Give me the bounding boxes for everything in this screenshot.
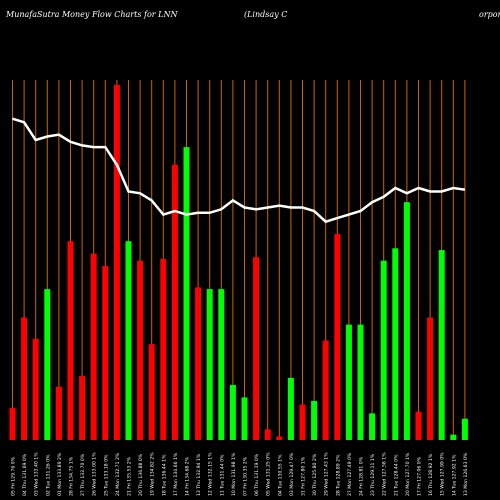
x-tick-label: 11 Tue 131.44 0% <box>219 454 225 496</box>
x-tick-label: 03 Mon 129.47 0% <box>289 452 295 496</box>
x-tick-label: 17 Fri 127.06 0% <box>417 456 423 496</box>
x-tick-label: 31 Fri 127.80 1% <box>301 456 307 496</box>
x-tick-label: 29 Wed 127.43 1% <box>324 452 330 496</box>
bar <box>137 260 144 440</box>
x-tick-label: 28 Fri 134.75 1% <box>69 456 75 496</box>
bar <box>113 85 120 440</box>
x-tick-label: 19 Wed 134.82 2% <box>150 452 156 496</box>
bar <box>380 260 387 440</box>
x-tick-label: 14 Fri 134.68 2% <box>185 456 191 496</box>
x-tick-label: 05 Wed 131.25 0% <box>266 452 272 496</box>
bar <box>67 241 74 440</box>
bar <box>438 250 445 440</box>
x-tick-label: 03 Wed 133.40 1% <box>34 452 40 496</box>
x-tick-label: 13 Mon 126.63 0% <box>463 452 469 496</box>
bar <box>450 434 457 440</box>
x-tick-label: 23 Thu 129.11 1% <box>370 453 376 496</box>
x-tick-label: 16 Thu 128.92 1% <box>428 453 434 496</box>
x-tick-label: 24 Mon 132.71 2% <box>115 452 121 496</box>
bar <box>415 411 422 440</box>
bar <box>229 384 236 440</box>
bar <box>79 376 86 440</box>
x-tick-label: 20 Mon 127.70 1% <box>405 452 411 496</box>
x-tick-label: 04 Thu 131.69 0% <box>22 453 28 496</box>
bar <box>183 147 190 440</box>
money-flow-line <box>12 117 466 224</box>
bar <box>125 241 132 440</box>
chart-title-company: (Lindsay C <box>244 10 288 19</box>
x-tick-label: 14 Tue 127.92 1% <box>451 454 457 496</box>
x-tick-label: 22 Wed 127.58 1% <box>382 452 388 496</box>
x-tick-label: 27 Thu 132.70 0% <box>80 453 86 496</box>
bar <box>322 340 329 440</box>
bar <box>299 404 306 440</box>
bar <box>171 164 178 440</box>
x-tick-label: 02 Tue 131.26 0% <box>45 454 51 496</box>
x-tick-label: 25 Tue 133.18 0% <box>103 454 109 496</box>
bar <box>345 324 352 440</box>
bar <box>334 234 341 440</box>
bar <box>369 413 376 440</box>
bar <box>403 202 410 440</box>
bar <box>287 377 294 440</box>
bar <box>21 317 28 440</box>
bar <box>44 289 51 440</box>
x-tick-label: 01 Mon 133.89 2% <box>57 452 63 496</box>
chart-title: MunafaSutra Money Flow Charts for LNN <box>6 10 178 19</box>
x-tick-label: 05 Fri 129.76 0% <box>11 456 17 496</box>
bar <box>276 436 283 440</box>
x-tick-label: 17 Mon 134.66 1% <box>173 452 179 496</box>
x-tick-label: 21 Fri 135.53 2% <box>127 456 133 496</box>
bar-series <box>9 85 468 440</box>
x-tick-label: 18 Tue 136.44 1% <box>161 454 167 496</box>
x-tick-label: 28 Tue 128.89 2% <box>335 454 341 496</box>
bar <box>206 289 213 440</box>
bar <box>148 344 155 440</box>
x-tick-label: 10 Mon 131.98 1% <box>231 452 237 496</box>
bar <box>392 248 399 440</box>
bar <box>218 289 225 440</box>
x-tick-label: 26 Wed 133.00 1% <box>92 452 98 496</box>
x-tick-label: 30 Thu 125.80 2% <box>312 453 318 496</box>
x-tick-label: 12 Wed 132.15 1% <box>208 452 214 496</box>
x-tick-label: 06 Thu 131.19 0% <box>254 453 260 496</box>
bar <box>357 324 364 440</box>
x-tick-label: 04 Tue 130.55 1% <box>277 454 283 496</box>
x-tick-label: 13 Thu 132.94 1% <box>196 453 202 496</box>
money-flow-line-path <box>12 117 466 224</box>
bar <box>253 257 260 440</box>
bar <box>264 429 271 440</box>
bar <box>461 418 468 440</box>
bar <box>32 338 39 440</box>
x-tick-label: 27 Mon 127.49 0% <box>347 452 353 496</box>
bar <box>195 287 202 440</box>
x-axis-labels: 05 Fri 129.76 0% 04 Thu 131.69 0% 03 Wed 1… <box>11 452 469 496</box>
bar <box>241 397 248 440</box>
bar <box>55 386 62 440</box>
x-tick-label: 20 Thu 136.88 0% <box>138 453 144 496</box>
bar <box>9 408 16 440</box>
bar <box>427 317 434 440</box>
x-tick-label: 21 Tue 128.44 0% <box>393 454 399 496</box>
bar <box>102 266 109 440</box>
bar <box>160 258 167 440</box>
bar <box>90 253 97 440</box>
x-tick-label: 15 Wed 127.99 0% <box>440 452 446 496</box>
x-tick-label: 24 Fri 128.81 0% <box>359 456 365 496</box>
x-tick-label: 07 Fri 130.35 2% <box>243 456 249 496</box>
chart-title-company-cut: orpora <box>479 10 500 19</box>
bar <box>311 400 318 440</box>
